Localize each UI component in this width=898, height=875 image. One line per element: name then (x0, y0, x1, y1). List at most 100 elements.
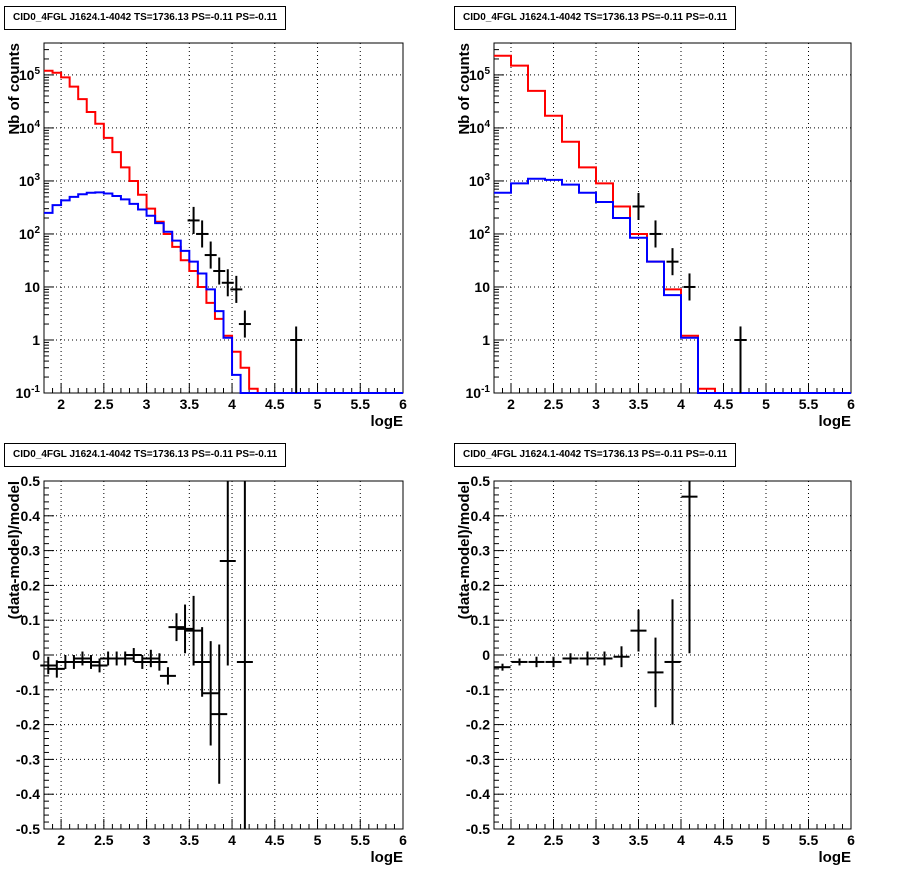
x-tick-label: 3.5 (629, 396, 649, 412)
x-tick-label: 3 (143, 832, 151, 848)
tick-exponent: 5 (34, 66, 40, 77)
data-point (545, 656, 562, 668)
y-tick-label: -0.3 (466, 751, 490, 767)
data-point (664, 599, 681, 725)
data-points (40, 481, 253, 829)
x-tick-label: 6 (399, 832, 407, 848)
y-tick-label: -0.4 (466, 786, 490, 802)
data-point (683, 273, 696, 301)
data-point (632, 192, 645, 221)
tick-base: 10 (469, 120, 485, 136)
y-tick-label: 0.1 (471, 612, 491, 628)
y-tick-label: -0.4 (16, 786, 40, 802)
y-tick-label: 10-1 (466, 384, 491, 401)
data-point (204, 241, 217, 269)
data-point (74, 651, 91, 666)
data-point (666, 248, 679, 276)
x-axis-label: logE (371, 413, 404, 430)
tick-labels: 2 2.5 3 3.5 4 4.5 5 5.5 6 -0.5 -0.4 -0.3 -0.2 -0.1 0 0.… (466, 473, 855, 848)
plot-frame (43, 480, 404, 830)
x-tick-label: 5 (314, 396, 322, 412)
data-point (528, 656, 545, 668)
data-point (117, 651, 134, 666)
x-tick-label: 4.5 (265, 396, 285, 412)
data-point (48, 660, 65, 678)
x-tick-label: 4 (677, 832, 685, 848)
data-point (647, 637, 664, 708)
y-tick-label: 105 (19, 66, 41, 83)
data-point (187, 206, 200, 234)
tick-exponent: -1 (31, 384, 40, 395)
x-axis-label: logE (819, 413, 852, 430)
tick-exponent: 2 (484, 225, 490, 236)
tick-base: 10 (16, 385, 32, 401)
plot-title: CID0_4FGL J1624.1-4042 TS=1736.13 PS=-0.… (4, 6, 287, 30)
x-tick-label: 2.5 (94, 832, 114, 848)
y-tick-label: -0.1 (16, 682, 40, 698)
series-step-line (44, 191, 403, 394)
x-tick-label: 3 (592, 832, 600, 848)
data-point (159, 667, 176, 685)
y-tick-label: 0 (482, 647, 490, 663)
x-tick-label: 2 (57, 832, 65, 848)
y-tick-label: 10-1 (16, 384, 41, 401)
x-tick-label: 4 (228, 832, 236, 848)
data-point (185, 595, 202, 666)
tick-exponent: 3 (484, 172, 490, 183)
tick-exponent: -1 (481, 384, 490, 395)
x-tick-label: 3 (143, 396, 151, 412)
panel-bottom-right: CID0_4FGL J1624.1-4042 TS=1736.13 PS=-0.… (449, 437, 898, 875)
data-point (134, 655, 151, 669)
y-tick-label: 104 (19, 119, 41, 136)
data-point (681, 481, 698, 654)
y-tick-label: 103 (19, 172, 41, 189)
axis-ticks (493, 42, 852, 394)
tick-base: 10 (469, 226, 485, 242)
data-points (187, 206, 303, 393)
y-tick-label: -0.2 (466, 717, 490, 733)
data-point (151, 653, 168, 671)
data-points (494, 481, 698, 725)
data-point (213, 257, 226, 285)
y-tick-label: -0.5 (466, 821, 490, 837)
x-tick-label: 2 (57, 396, 65, 412)
x-tick-label: 5.5 (351, 832, 371, 848)
y-tick-label: 104 (469, 119, 491, 136)
data-point (65, 655, 82, 669)
x-tick-label: 5 (762, 832, 770, 848)
tick-base: 10 (19, 67, 35, 83)
y-axis-label: (data-model)/model (456, 481, 473, 619)
tick-labels: 2 2.5 3 3.5 4 4.5 5 5.5 6 -0.5 -0.4 -0.3 -0.2 -0.1 0 0.… (16, 473, 407, 848)
x-tick-label: 6 (847, 832, 855, 848)
tick-base: 10 (466, 385, 482, 401)
plot-frame (43, 42, 404, 394)
plot-title: CID0_4FGL J1624.1-4042 TS=1736.13 PS=-0.… (454, 6, 737, 30)
series-step-line (494, 54, 851, 394)
y-tick-label: 0.5 (21, 473, 41, 489)
data-point (219, 481, 236, 666)
axis-ticks (43, 480, 404, 830)
chart-bottom-left: 2 2.5 3 3.5 4 4.5 5 5.5 6 -0.5 -0.4 -0.3 -0.2 -0.1 0 0.… (6, 473, 407, 866)
data-points (632, 192, 747, 393)
chart-bottom-right: 2 2.5 3 3.5 4 4.5 5 5.5 6 -0.5 -0.4 -0.3 -0.2 -0.1 0 0.… (456, 473, 855, 866)
data-point (596, 651, 613, 666)
data-point (168, 613, 185, 642)
panel-bottom-left: CID0_4FGL J1624.1-4042 TS=1736.13 PS=-0.… (0, 437, 449, 875)
y-tick-label: 0.4 (471, 508, 491, 524)
series-step-line (44, 69, 403, 394)
axis-ticks (43, 42, 404, 394)
data-point (613, 646, 630, 668)
tick-exponent: 5 (484, 66, 490, 77)
grid (44, 480, 404, 830)
chart-top-left: 2 2.5 3 3.5 4 4.5 5 5.5 610-1110102103104105logE… (6, 42, 408, 430)
x-tick-label: 4.5 (265, 832, 285, 848)
panel-top-right: CID0_4FGL J1624.1-4042 TS=1736.13 PS=-0.… (449, 0, 898, 437)
grid (494, 43, 852, 394)
data-point (91, 658, 108, 673)
plot-title: CID0_4FGL J1624.1-4042 TS=1736.13 PS=-0.… (4, 443, 287, 467)
chart-top-right: 2 2.5 3 3.5 4 4.5 5 5.5 610-1110102103104105logE… (456, 42, 856, 430)
tick-exponent: 3 (34, 172, 40, 183)
data-point (196, 220, 209, 248)
